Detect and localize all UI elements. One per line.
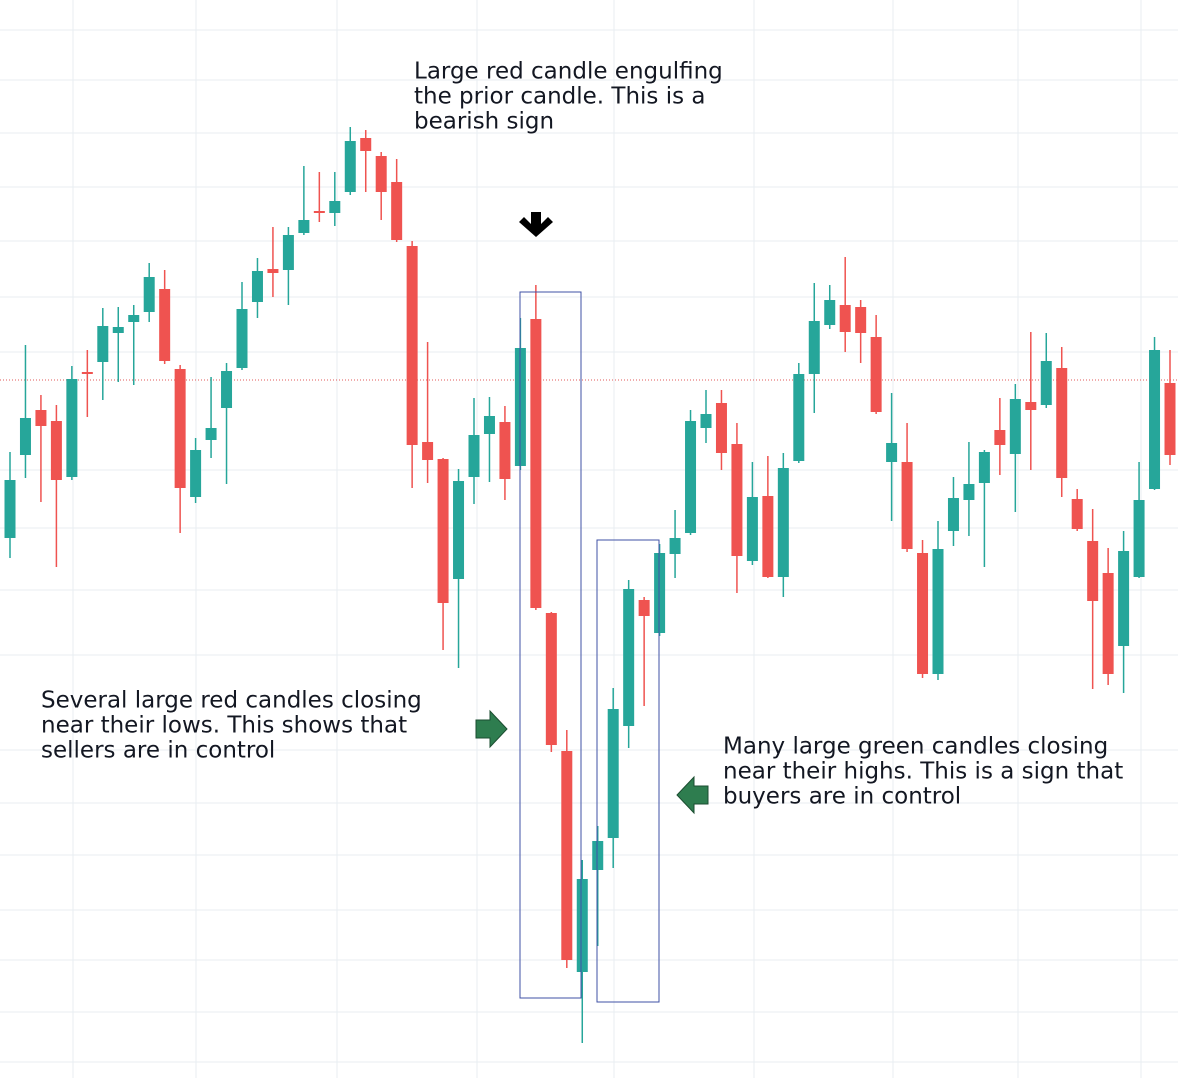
- candle-body: [329, 201, 341, 213]
- annotation-text: buyers are in control: [723, 784, 961, 810]
- candle-body: [344, 141, 356, 192]
- candle-body: [1056, 368, 1068, 478]
- candle-body: [174, 369, 186, 488]
- candle-body: [1102, 573, 1114, 674]
- candle-body: [143, 277, 155, 312]
- candle-body: [499, 422, 511, 479]
- candle-body: [159, 289, 171, 361]
- candle-body: [4, 480, 16, 538]
- candle-body: [855, 307, 867, 333]
- annotation-text: near their highs. This is a sign that: [723, 759, 1123, 785]
- candle-body: [1118, 551, 1130, 646]
- candle-body: [1164, 383, 1176, 455]
- annotation-text: bearish sign: [414, 109, 554, 135]
- highlight-box: [596, 539, 660, 1003]
- candle-body: [654, 553, 666, 633]
- candle-body: [715, 403, 727, 453]
- candle-body: [917, 553, 929, 674]
- annotation-text: Many large green candles closing: [723, 734, 1108, 760]
- annotation-text: Several large red candles closing: [41, 688, 422, 714]
- candle-body: [607, 709, 619, 838]
- candle-body: [35, 410, 47, 426]
- candle-body: [97, 326, 109, 362]
- candle-body: [1071, 499, 1083, 529]
- candle-body: [638, 600, 650, 616]
- candle-body: [793, 374, 805, 461]
- candle-body: [1025, 402, 1037, 410]
- candle-body: [267, 269, 279, 273]
- candle-body: [205, 428, 217, 440]
- candle-body: [808, 321, 820, 374]
- candle-body: [669, 538, 681, 554]
- candle-body: [545, 613, 557, 745]
- candle-body: [561, 751, 573, 960]
- candle-body: [1133, 500, 1145, 577]
- down-arrow: [519, 212, 553, 237]
- candle-body: [375, 156, 387, 192]
- candle-body: [777, 468, 789, 577]
- candle-body: [746, 497, 758, 561]
- candle-body: [313, 211, 325, 213]
- candle-body: [901, 462, 913, 549]
- candle-body: [282, 235, 294, 270]
- candle-body: [19, 418, 31, 455]
- candle-body: [700, 414, 712, 428]
- candle-body: [886, 443, 898, 462]
- candle-body: [839, 305, 851, 332]
- candle-body: [1087, 541, 1099, 601]
- candle-body: [1149, 350, 1161, 489]
- candle-body: [422, 442, 434, 460]
- candle-body: [236, 309, 248, 368]
- candle-body: [623, 589, 635, 726]
- candle-body: [360, 138, 372, 151]
- candle-body: [994, 430, 1006, 445]
- annotation-text: near their lows. This shows that: [41, 713, 407, 739]
- candle-body: [437, 459, 449, 603]
- candle-body: [483, 416, 495, 434]
- highlight-box: [519, 291, 582, 999]
- candle-body: [870, 337, 882, 412]
- candle-body: [978, 452, 990, 483]
- candle-body: [576, 879, 588, 972]
- candle-body: [592, 841, 604, 870]
- annotation-text: Large red candle engulfing: [414, 59, 723, 85]
- candle-body: [963, 484, 975, 500]
- candle-body: [947, 498, 959, 531]
- candle-body: [762, 496, 774, 577]
- candle-body: [453, 481, 465, 579]
- candle-body: [1040, 361, 1052, 405]
- left-arrow: [676, 775, 709, 815]
- right-arrow: [475, 709, 508, 749]
- candle-body: [251, 271, 263, 302]
- candle-body: [824, 300, 836, 325]
- annotation-text: sellers are in control: [41, 738, 275, 764]
- candle-body: [221, 371, 233, 408]
- candles: [4, 127, 1176, 1043]
- candle-body: [66, 379, 78, 477]
- candle-body: [128, 315, 140, 322]
- candle-body: [406, 246, 418, 445]
- candle-body: [731, 444, 743, 556]
- candle-body: [391, 182, 403, 240]
- candle-body: [50, 421, 62, 480]
- candle-body: [298, 220, 310, 233]
- candle-body: [190, 450, 202, 497]
- candle-body: [468, 435, 480, 477]
- candle-body: [112, 327, 124, 333]
- candle-body: [685, 421, 697, 533]
- candle-body: [932, 549, 944, 674]
- candle-body: [530, 319, 542, 608]
- candle-body: [1009, 399, 1021, 454]
- annotation-text: the prior candle. This is a: [414, 84, 706, 110]
- candle-body: [81, 372, 93, 374]
